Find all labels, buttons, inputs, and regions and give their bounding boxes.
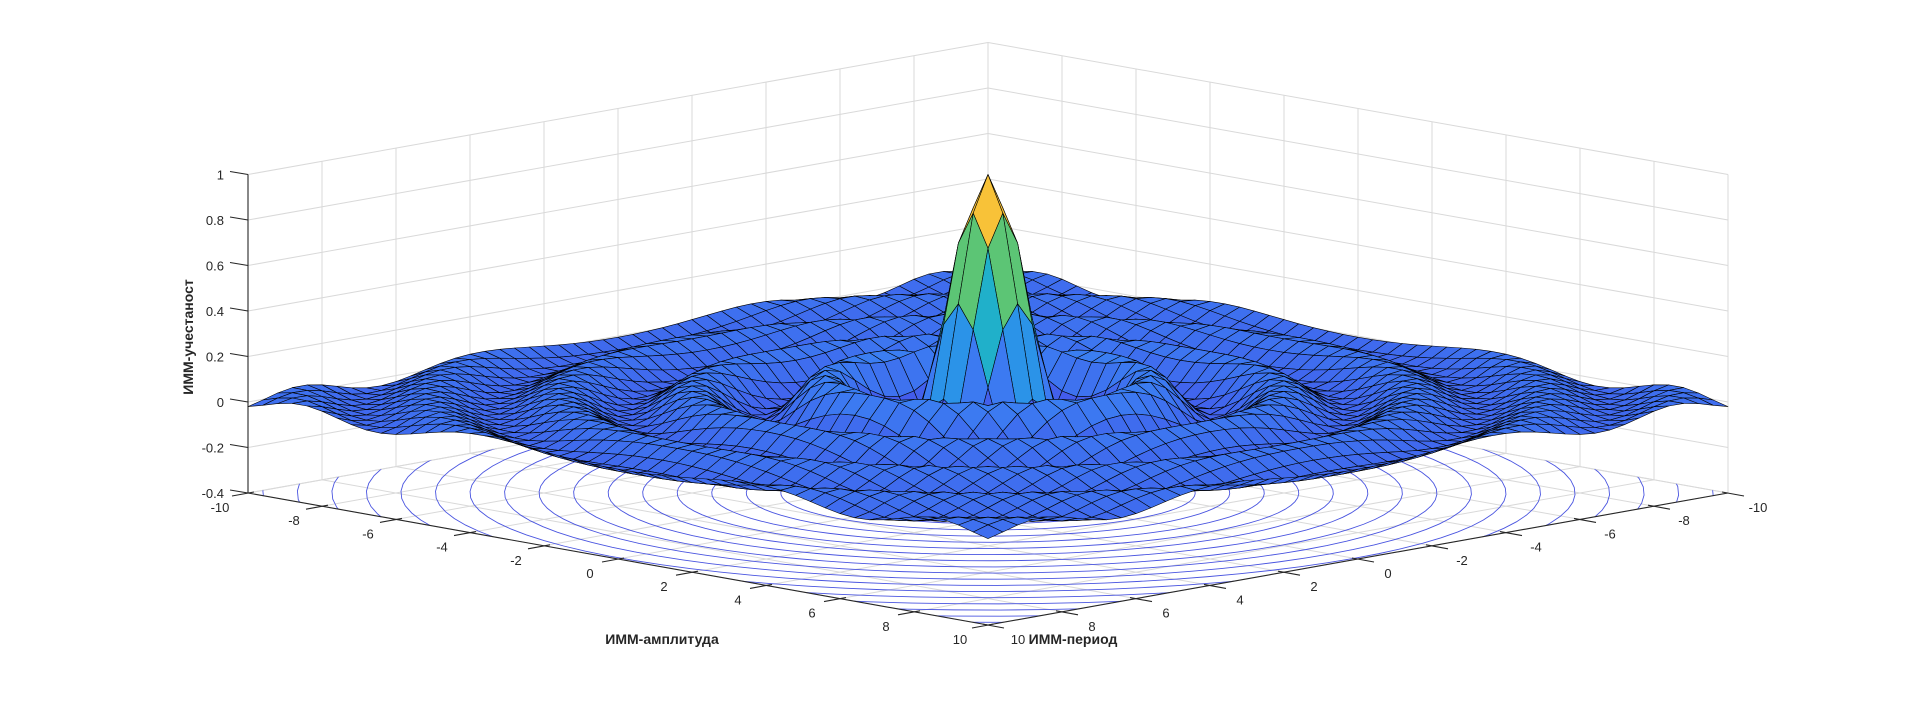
x-tick — [749, 583, 773, 589]
axes-lines — [229, 170, 1745, 629]
z-tick — [229, 443, 249, 449]
y-tick-label: -4 — [1530, 540, 1542, 555]
grid-line — [247, 224, 989, 357]
y-tick — [1573, 517, 1597, 523]
grid-line — [469, 452, 1211, 586]
z-tick-label: 0.8 — [206, 213, 224, 228]
y-tick-label: 0 — [1384, 566, 1391, 581]
x-tick — [231, 491, 255, 497]
grid-line — [987, 178, 1729, 312]
z-tick — [229, 398, 249, 403]
z-axis-label: ИММ-учестаност — [180, 279, 196, 395]
x-tick-label: -4 — [436, 540, 448, 555]
y-tick-label: 4 — [1236, 592, 1243, 607]
surface-mesh — [247, 174, 1729, 539]
x-tick — [823, 597, 847, 603]
tick-labels: -10-8-6-4-20246810-10-8-6-4-20246810-0.4… — [202, 168, 1768, 648]
x-tick-label: -8 — [288, 513, 300, 528]
grid-line — [987, 133, 1729, 266]
z-tick — [229, 170, 249, 176]
grid-line — [987, 224, 1729, 357]
z-tick — [229, 216, 249, 221]
grid-line — [247, 87, 989, 221]
z-tick-label: 0.2 — [206, 350, 224, 365]
z-tick-label: 0 — [217, 395, 224, 410]
x-axis-label: ИММ-амплитуда — [605, 631, 719, 647]
z-tick-label: 0.4 — [206, 304, 224, 319]
z-tick-label: -0.2 — [202, 441, 224, 456]
y-tick — [1351, 557, 1375, 563]
z-tick-label: 0.6 — [206, 259, 224, 274]
y-tick-label: -6 — [1604, 526, 1616, 541]
y-tick — [1721, 491, 1745, 497]
grid-line — [247, 269, 989, 403]
grid-line — [987, 42, 1729, 175]
x-tick-label: 8 — [882, 619, 889, 634]
y-tick-label: 10 — [1011, 632, 1025, 647]
y-tick — [981, 623, 1005, 629]
y-tick-label: -2 — [1456, 553, 1468, 568]
x-tick-label: -6 — [362, 526, 374, 541]
x-tick — [601, 557, 625, 563]
x-tick-label: 0 — [586, 566, 593, 581]
z-tick — [229, 261, 249, 267]
x-tick — [453, 531, 477, 537]
y-tick-label: -8 — [1678, 513, 1690, 528]
z-tick — [229, 307, 249, 312]
x-tick-label: 2 — [660, 579, 667, 594]
grid-line — [247, 178, 989, 312]
z-tick — [229, 489, 249, 494]
x-tick-label: -10 — [211, 500, 230, 515]
x-tick — [897, 610, 921, 616]
grid-line — [987, 87, 1729, 221]
x-tick-label: -2 — [510, 553, 522, 568]
y-tick — [1647, 504, 1671, 510]
x-tick-label: 6 — [808, 606, 815, 621]
grid-line — [987, 269, 1729, 403]
y-tick-label: -10 — [1749, 500, 1768, 515]
z-tick — [229, 352, 249, 358]
y-axis-label: ИММ-период — [1029, 631, 1118, 647]
x-tick — [379, 517, 403, 523]
y-tick — [1499, 531, 1523, 537]
x-tick-label: 10 — [953, 632, 967, 647]
grid-line — [321, 479, 1063, 613]
y-tick-label: 8 — [1088, 619, 1095, 634]
x-tick — [675, 570, 699, 576]
grid-line — [247, 133, 989, 266]
y-tick — [1277, 570, 1301, 576]
x-tick — [305, 504, 329, 510]
y-tick — [1055, 610, 1079, 616]
grid-line — [247, 42, 989, 175]
z-tick-label: -0.4 — [202, 486, 224, 501]
surface-face — [972, 524, 1004, 539]
x-tick — [971, 623, 995, 629]
y-tick-label: 2 — [1310, 579, 1317, 594]
grid-line — [395, 466, 1137, 600]
y-tick — [1425, 544, 1449, 550]
y-tick-label: 6 — [1162, 606, 1169, 621]
y-tick — [1203, 583, 1227, 589]
z-tick-label: 1 — [217, 168, 224, 183]
y-tick — [1129, 597, 1153, 603]
x-tick — [527, 544, 551, 550]
x-tick-label: 4 — [734, 592, 741, 607]
